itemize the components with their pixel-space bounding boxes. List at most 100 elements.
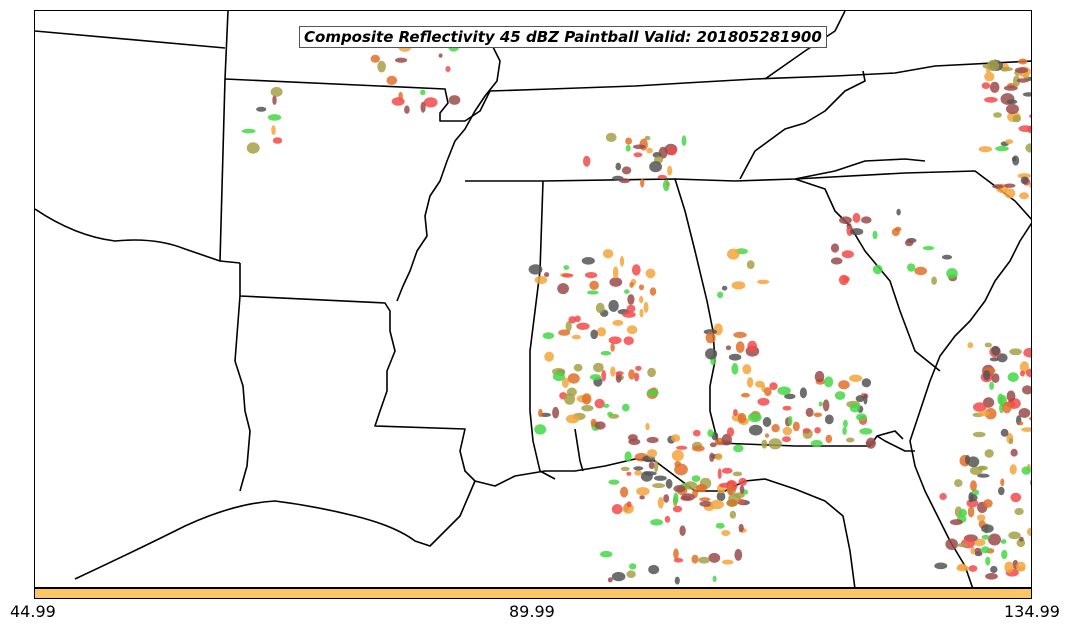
paintball-blob xyxy=(622,311,636,318)
paintball-blob xyxy=(1013,75,1021,87)
paintball-blob xyxy=(945,538,958,550)
paintball-blob xyxy=(576,322,590,330)
boundary-mississippi-state xyxy=(529,180,556,480)
paintball-blob xyxy=(624,289,630,294)
paintball-blob xyxy=(626,304,636,313)
paintball-blob xyxy=(872,230,878,240)
paintball-blob xyxy=(691,475,701,482)
paintball-blob xyxy=(981,534,990,540)
paintball-blob xyxy=(1029,114,1031,119)
paintball-blob xyxy=(1009,348,1022,356)
paintball-blob xyxy=(984,71,995,82)
paintball-blob xyxy=(581,393,592,405)
paintball-blob xyxy=(1000,539,1007,544)
paintball-blob xyxy=(707,429,714,437)
paintball-blob xyxy=(667,165,673,176)
colorbar xyxy=(34,588,1032,599)
paintball-blob xyxy=(841,250,854,259)
paintball-blob xyxy=(1006,390,1016,402)
paintball-blob xyxy=(732,471,743,477)
paintball-blob xyxy=(782,436,791,443)
paintball-blob xyxy=(246,142,260,154)
paintball-blob xyxy=(957,543,968,548)
paintball-blob xyxy=(721,285,728,291)
paintball-blob xyxy=(561,377,569,389)
paintball-blob xyxy=(965,455,971,465)
paintball-blob xyxy=(653,460,659,473)
paintball-blob xyxy=(622,403,630,412)
colorbar-tick-mid: 89.99 xyxy=(509,602,555,621)
paintball-blob xyxy=(594,398,605,409)
boundary-arkansas xyxy=(239,263,476,482)
paintball-blob xyxy=(676,445,688,450)
paintball-blob xyxy=(939,493,947,500)
paintball-blob xyxy=(788,415,793,426)
paintball-blob xyxy=(631,264,641,276)
paintball-blob xyxy=(626,570,636,578)
paintball-blob xyxy=(842,427,847,435)
paintball-blob xyxy=(737,412,747,424)
paintball-blob xyxy=(741,392,750,398)
paintball-blob xyxy=(646,147,653,154)
paintball-blob xyxy=(721,433,732,446)
paintball-blob xyxy=(1002,401,1012,414)
paintball-blob xyxy=(420,89,426,96)
colorbar-tick-min: 44.99 xyxy=(10,602,56,621)
paintball-blob xyxy=(667,146,677,156)
boundary-alabama xyxy=(674,178,904,447)
paintball-blob xyxy=(256,106,267,112)
colorbar-tick-max: 134.99 xyxy=(1004,602,1060,621)
paintball-blob xyxy=(726,427,735,437)
paintball-blob xyxy=(544,272,550,278)
paintball-blob xyxy=(626,501,632,508)
paintball-blob xyxy=(984,408,997,420)
paintball-blob xyxy=(715,522,725,529)
paintball-blob xyxy=(1026,527,1031,537)
paintball-blob xyxy=(646,436,659,444)
paintball-blob xyxy=(849,228,864,236)
paintball-blob xyxy=(696,483,708,493)
paintball-blob xyxy=(648,564,660,575)
paintball-blob xyxy=(534,424,547,435)
paintball-blob xyxy=(746,260,755,269)
paintball-blob xyxy=(673,485,686,493)
paintball-blob xyxy=(552,406,560,419)
boundary-mo-ar xyxy=(224,78,551,122)
paintball-blob xyxy=(728,353,742,361)
paintball-blob xyxy=(782,426,793,436)
paintball-blob xyxy=(552,371,566,382)
paintball-blob xyxy=(674,463,688,476)
paintball-blob xyxy=(611,504,623,515)
paintball-blob xyxy=(738,523,744,533)
paintball-blob xyxy=(558,329,571,336)
paintball-blob xyxy=(814,427,821,434)
paintball-blob xyxy=(805,407,814,417)
paintball-blob xyxy=(843,419,848,428)
paintball-blob xyxy=(1019,361,1029,373)
paintball-blob xyxy=(769,382,778,390)
paintball-blob xyxy=(567,373,580,384)
paintball-blob xyxy=(970,480,977,492)
paintball-blob xyxy=(957,563,967,570)
paintball-blob xyxy=(665,478,673,489)
boundary-ga-sc xyxy=(794,178,941,372)
paintball-blob xyxy=(681,135,687,147)
paintball-blob xyxy=(608,336,622,345)
paintball-blob xyxy=(716,491,726,502)
paintball-blob xyxy=(1006,99,1018,105)
paintball-blob xyxy=(1012,156,1017,162)
paintball-blob xyxy=(626,325,638,335)
paintball-blob xyxy=(988,533,1001,546)
paintball-blob xyxy=(699,500,713,507)
boundary-sc-nc xyxy=(794,170,1031,220)
paintball-blob xyxy=(735,341,745,353)
paintball-blob xyxy=(267,114,282,121)
paintball-blob xyxy=(657,497,664,509)
paintball-blob xyxy=(649,287,657,296)
paintball-blob xyxy=(681,493,695,501)
paintball-blob xyxy=(973,402,987,412)
paintball-blob xyxy=(438,53,443,58)
paintball-blob xyxy=(673,558,684,563)
paintball-blob xyxy=(542,332,555,340)
paintball-blob xyxy=(589,374,602,381)
